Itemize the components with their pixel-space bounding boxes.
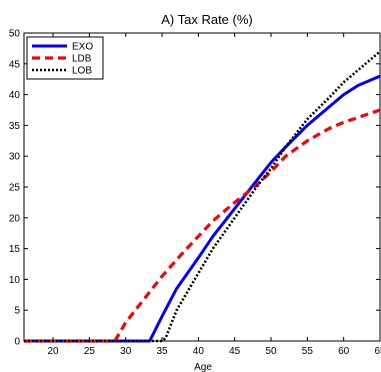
plot-area: 0 5 10 15 20 25 30 35 40 45 50 20 25 30 35 40 45 50 55 60 65… xyxy=(9,29,381,358)
y-tick-label: 20 xyxy=(9,213,21,224)
x-tick-label: 50 xyxy=(265,346,277,357)
y-tick-label: 25 xyxy=(9,183,21,194)
legend-label-lob: LOB xyxy=(72,66,92,77)
x-axis-label: Age xyxy=(194,362,212,372)
y-tick-label: 50 xyxy=(9,29,21,40)
y-tick-label: 0 xyxy=(14,337,20,348)
y-tick-label: 5 xyxy=(14,306,20,317)
x-tick-label: 25 xyxy=(84,346,96,357)
x-tick-label: 45 xyxy=(229,346,241,357)
x-tick-label: 30 xyxy=(120,346,132,357)
y-tick-label: 10 xyxy=(9,275,21,286)
y-tick-label: 15 xyxy=(9,244,21,255)
series-line-ldb xyxy=(24,108,381,343)
y-tick-label: 35 xyxy=(9,121,21,132)
legend-label-exo: EXO xyxy=(72,42,93,53)
series-line-exo xyxy=(24,74,381,343)
legend-label-ldb: LDB xyxy=(72,54,92,65)
x-tick-label: 55 xyxy=(302,346,314,357)
y-tick-label: 40 xyxy=(9,90,21,101)
series-line-lob xyxy=(24,50,381,343)
x-tick-label: 35 xyxy=(156,346,168,357)
y-tick-label: 45 xyxy=(9,59,21,70)
x-tick-label: 65 xyxy=(374,346,381,357)
x-tick-label: 60 xyxy=(338,346,350,357)
y-tick-label: 30 xyxy=(9,152,21,163)
chart-title: A) Tax Rate (%) xyxy=(161,12,253,27)
x-tick-label: 40 xyxy=(193,346,205,357)
x-tick-label: 20 xyxy=(47,346,59,357)
